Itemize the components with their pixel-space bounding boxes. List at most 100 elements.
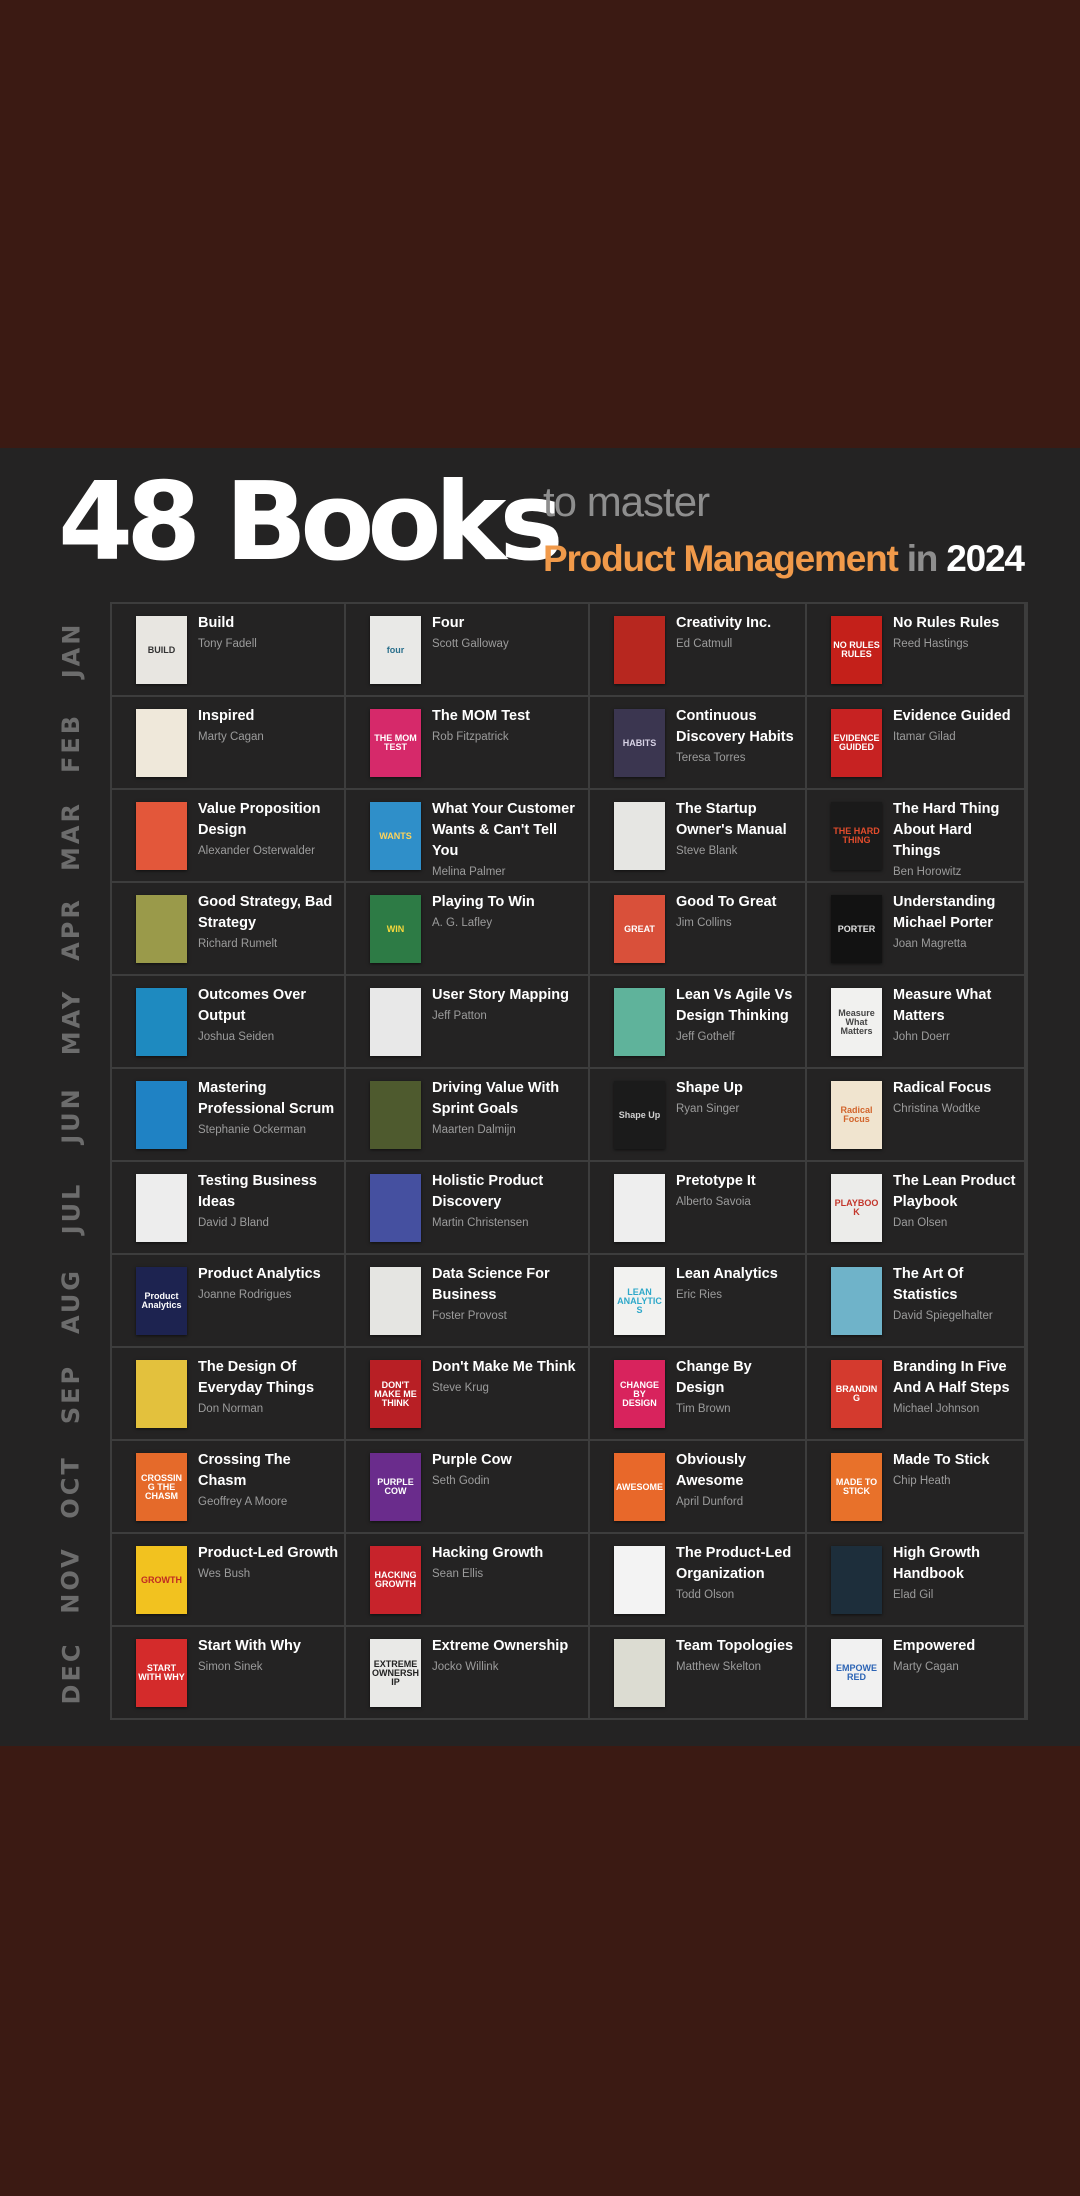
book-card[interactable]: WANTS What Your Customer Wants & Can't Te… [346, 790, 588, 881]
book-author: Richard Rumelt [198, 938, 278, 950]
book-info: Data Science For Business Foster Provost [432, 1264, 584, 1323]
book-author: Christina Wodtke [893, 1103, 981, 1115]
book-card[interactable]: NO RULES RULES No Rules Rules Reed Hasting… [807, 604, 1024, 695]
book-title: Testing Business Ideas [198, 1173, 317, 1210]
book-card[interactable]: The Design Of Everyday Things Don Norman [112, 1348, 344, 1439]
book-cover-image: START WITH WHY [136, 1639, 187, 1707]
book-info: Hacking Growth Sean Ellis [432, 1543, 584, 1581]
book-card[interactable]: BRANDING Branding In Five And A Half Step… [807, 1348, 1024, 1439]
book-info: Testing Business Ideas David J Bland [198, 1171, 340, 1230]
book-card[interactable]: User Story Mapping Jeff Patton [346, 976, 588, 1067]
book-card[interactable]: The Art Of Statistics David Spiegelhalter [807, 1255, 1024, 1346]
book-title: Extreme Ownership [432, 1638, 569, 1654]
book-card[interactable]: CROSSING THE CHASM Crossing The Chasm Geof… [112, 1441, 344, 1532]
book-card[interactable]: Inspired Marty Cagan [112, 697, 344, 788]
book-title: The Art Of Statistics [893, 1266, 964, 1303]
book-card[interactable]: Outcomes Over Output Joshua Seiden [112, 976, 344, 1067]
book-card[interactable]: Data Science For Business Foster Provost [346, 1255, 588, 1346]
book-card[interactable]: EVIDENCE GUIDED Evidence Guided Itamar Gil… [807, 697, 1024, 788]
book-card[interactable]: Product Analytics Product Analytics Joanne… [112, 1255, 344, 1346]
book-card[interactable]: PLAYBOOK The Lean Product Playbook Dan Ols… [807, 1162, 1024, 1253]
book-info: Empowered Marty Cagan [893, 1636, 1020, 1674]
book-card[interactable]: AWESOME Obviously Awesome April Dunford [590, 1441, 805, 1532]
book-card[interactable]: CHANGE BY DESIGN Change By Design Tim Brow… [590, 1348, 805, 1439]
book-card[interactable]: PORTER Understanding Michael Porter Joan M… [807, 883, 1024, 974]
month-label-text: JUL [57, 1181, 85, 1234]
book-cover-text [855, 1578, 859, 1582]
book-card[interactable]: WIN Playing To Win A. G. Lafley [346, 883, 588, 974]
book-card[interactable]: START WITH WHY Start With Why Simon Sinek [112, 1627, 344, 1718]
book-card[interactable]: Radical Focus Radical Focus Christina Wodt… [807, 1069, 1024, 1160]
book-info: Driving Value With Sprint Goals Maarten D… [432, 1078, 584, 1137]
book-card[interactable]: EMPOWERED Empowered Marty Cagan [807, 1627, 1024, 1718]
book-card[interactable]: HACKING GROWTH Hacking Growth Sean Ellis [346, 1534, 588, 1625]
book-info: Build Tony Fadell [198, 613, 340, 651]
book-cover-text: Measure What Matters [838, 1007, 875, 1036]
month-label-jan: JAN [50, 604, 92, 695]
book-card[interactable]: THE HARD THING The Hard Thing About Hard … [807, 790, 1024, 881]
book-card[interactable]: LEAN ANALYTICS Lean Analytics Eric Ries [590, 1255, 805, 1346]
book-cover-image: EXTREME OWNERSHIP [370, 1639, 421, 1707]
book-card[interactable]: PURPLE COW Purple Cow Seth Godin [346, 1441, 588, 1532]
book-card[interactable]: Good Strategy, Bad Strategy Richard Rumel… [112, 883, 344, 974]
book-info: Extreme Ownership Jocko Willink [432, 1636, 584, 1674]
book-author: Jim Collins [676, 917, 732, 929]
month-label-dec: DEC [50, 1627, 92, 1718]
book-card[interactable]: Measure What Matters Measure What Matters… [807, 976, 1024, 1067]
book-card[interactable]: THE MOM TEST The MOM Test Rob Fitzpatrick [346, 697, 588, 788]
book-author: David Spiegelhalter [893, 1310, 993, 1322]
book-card[interactable]: Team Topologies Matthew Skelton [590, 1627, 805, 1718]
book-card[interactable]: Mastering Professional Scrum Stephanie Oc… [112, 1069, 344, 1160]
book-card[interactable]: EXTREME OWNERSHIP Extreme Ownership Jocko … [346, 1627, 588, 1718]
book-card[interactable]: Creativity Inc. Ed Catmull [590, 604, 805, 695]
book-info: User Story Mapping Jeff Patton [432, 985, 584, 1023]
book-cover-text [160, 741, 164, 745]
book-card[interactable]: Shape Up Shape Up Ryan Singer [590, 1069, 805, 1160]
book-title: Mastering Professional Scrum [198, 1080, 335, 1117]
book-card[interactable]: BUILD Build Tony Fadell [112, 604, 344, 695]
book-title: Made To Stick [893, 1452, 990, 1468]
book-cover-image: HABITS [614, 709, 665, 777]
book-card[interactable]: GROWTH Product-Led Growth Wes Bush [112, 1534, 344, 1625]
book-card[interactable]: High Growth Handbook Elad Gil [807, 1534, 1024, 1625]
book-card[interactable]: four Four Scott Galloway [346, 604, 588, 695]
book-cover-text [160, 1392, 164, 1396]
book-card[interactable]: Driving Value With Sprint Goals Maarten D… [346, 1069, 588, 1160]
book-card[interactable]: Testing Business Ideas David J Bland [112, 1162, 344, 1253]
book-title: Crossing The Chasm [198, 1452, 291, 1489]
book-cover-image [831, 1546, 882, 1614]
book-title: Team Topologies [676, 1638, 794, 1654]
book-author: Joshua Seiden [198, 1031, 275, 1043]
book-title: Purple Cow [432, 1452, 512, 1468]
month-label-text: SEP [57, 1363, 85, 1424]
book-cover-image [614, 616, 665, 684]
book-info: Holistic Product Discovery Martin Christe… [432, 1171, 584, 1230]
book-cover-text: BRANDING [835, 1384, 878, 1403]
book-card[interactable]: Value Proposition Design Alexander Osterw… [112, 790, 344, 881]
book-author: Alexander Osterwalder [198, 845, 315, 857]
book-cover-image: Product Analytics [136, 1267, 187, 1335]
book-cover-image [136, 895, 187, 963]
book-cover-image: MADE TO STICK [831, 1453, 882, 1521]
book-card[interactable]: Lean Vs Agile Vs Design Thinking Jeff Got… [590, 976, 805, 1067]
book-card[interactable]: MADE TO STICK Made To Stick Chip Heath [807, 1441, 1024, 1532]
book-card[interactable]: The Product-Led Organization Todd Olson [590, 1534, 805, 1625]
book-info: Playing To Win A. G. Lafley [432, 892, 584, 930]
book-cover-image [136, 988, 187, 1056]
book-card[interactable]: The Startup Owner's Manual Steve Blank [590, 790, 805, 881]
book-cover-image: GROWTH [136, 1546, 187, 1614]
book-cover-image [370, 1174, 421, 1242]
book-title: The Startup Owner's Manual [676, 801, 787, 838]
book-card[interactable]: Holistic Product Discovery Martin Christe… [346, 1162, 588, 1253]
book-card[interactable]: Pretotype It Alberto Savoia [590, 1162, 805, 1253]
book-card[interactable]: DON'T MAKE ME THINK Don't Make Me Think St… [346, 1348, 588, 1439]
book-card[interactable]: HABITS Continuous Discovery Habits Teresa … [590, 697, 805, 788]
book-cover-text [160, 1206, 164, 1210]
book-title: The Lean Product Playbook [893, 1173, 1016, 1210]
book-title: Four [432, 615, 465, 631]
book-author: Scott Galloway [432, 638, 509, 650]
book-card[interactable]: GREAT Good To Great Jim Collins [590, 883, 805, 974]
book-cover-text [160, 834, 164, 838]
book-cover-image: WANTS [370, 802, 421, 870]
book-cover-image [614, 1546, 665, 1614]
